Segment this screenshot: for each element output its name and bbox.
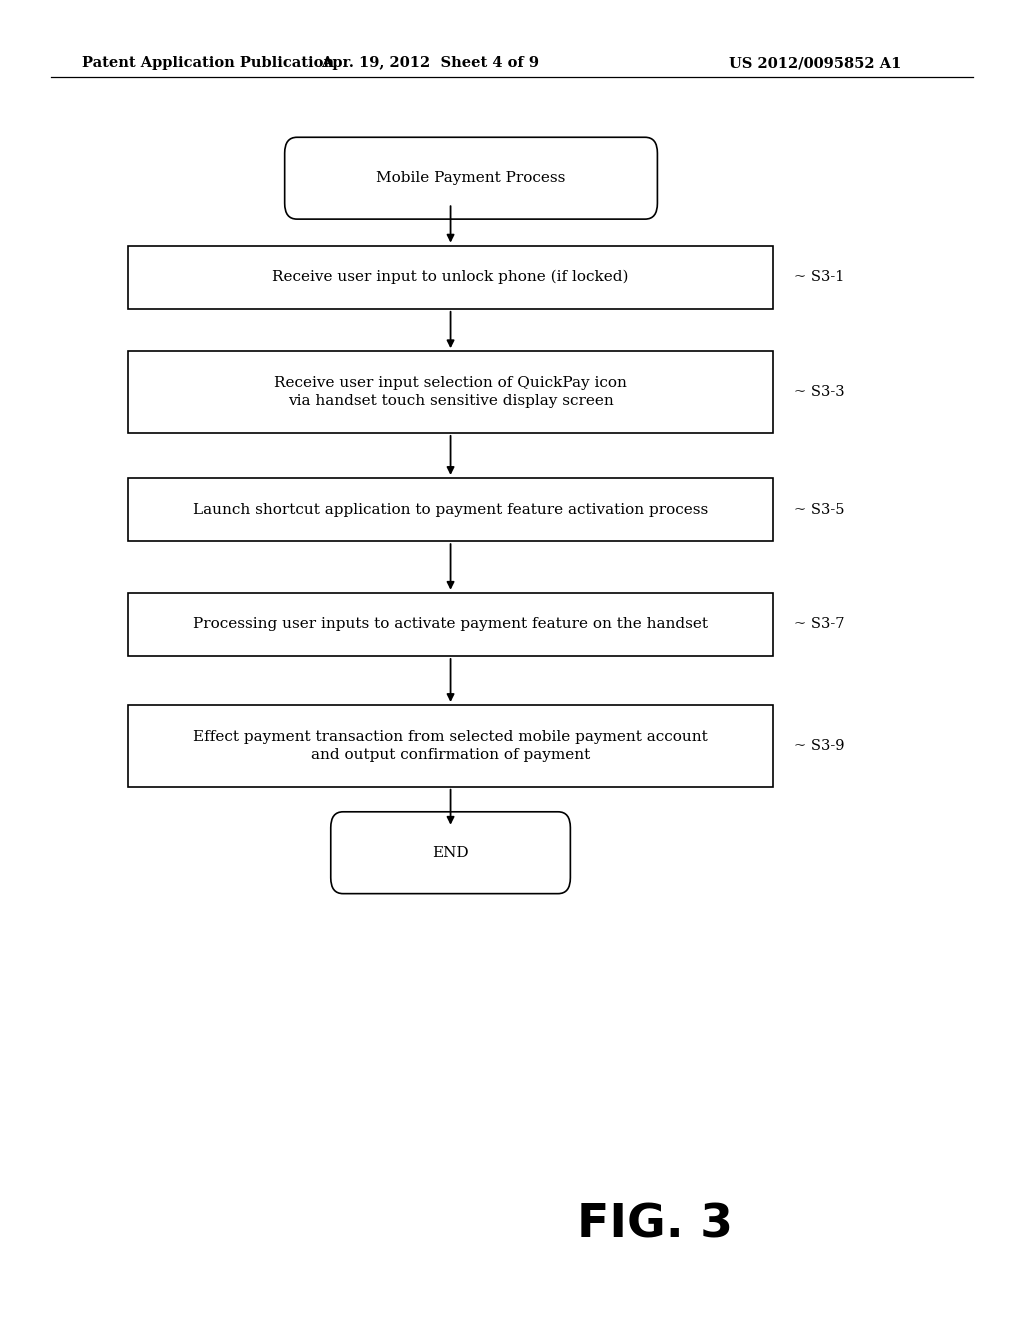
- Text: Processing user inputs to activate payment feature on the handset: Processing user inputs to activate payme…: [194, 618, 708, 631]
- Text: US 2012/0095852 A1: US 2012/0095852 A1: [729, 57, 901, 70]
- Text: Receive user input to unlock phone (if locked): Receive user input to unlock phone (if l…: [272, 271, 629, 284]
- Text: ~ S3-5: ~ S3-5: [794, 503, 844, 516]
- Text: ~ S3-3: ~ S3-3: [794, 385, 844, 399]
- Text: Apr. 19, 2012  Sheet 4 of 9: Apr. 19, 2012 Sheet 4 of 9: [322, 57, 539, 70]
- Text: Receive user input selection of QuickPay icon
via handset touch sensitive displa: Receive user input selection of QuickPay…: [274, 376, 627, 408]
- FancyBboxPatch shape: [331, 812, 570, 894]
- Bar: [128, 478, 773, 541]
- Bar: [128, 705, 773, 787]
- Text: FIG. 3: FIG. 3: [578, 1203, 733, 1247]
- Text: Patent Application Publication: Patent Application Publication: [82, 57, 334, 70]
- Text: END: END: [432, 846, 469, 859]
- Bar: [128, 246, 773, 309]
- FancyBboxPatch shape: [285, 137, 657, 219]
- Text: ~ S3-9: ~ S3-9: [794, 739, 844, 752]
- Bar: [128, 351, 773, 433]
- Text: ~ S3-1: ~ S3-1: [794, 271, 844, 284]
- Text: ~ S3-7: ~ S3-7: [794, 618, 844, 631]
- Text: Effect payment transaction from selected mobile payment account
and output confi: Effect payment transaction from selected…: [194, 730, 708, 762]
- Text: Launch shortcut application to payment feature activation process: Launch shortcut application to payment f…: [193, 503, 709, 516]
- Text: Mobile Payment Process: Mobile Payment Process: [377, 172, 565, 185]
- Bar: [128, 593, 773, 656]
